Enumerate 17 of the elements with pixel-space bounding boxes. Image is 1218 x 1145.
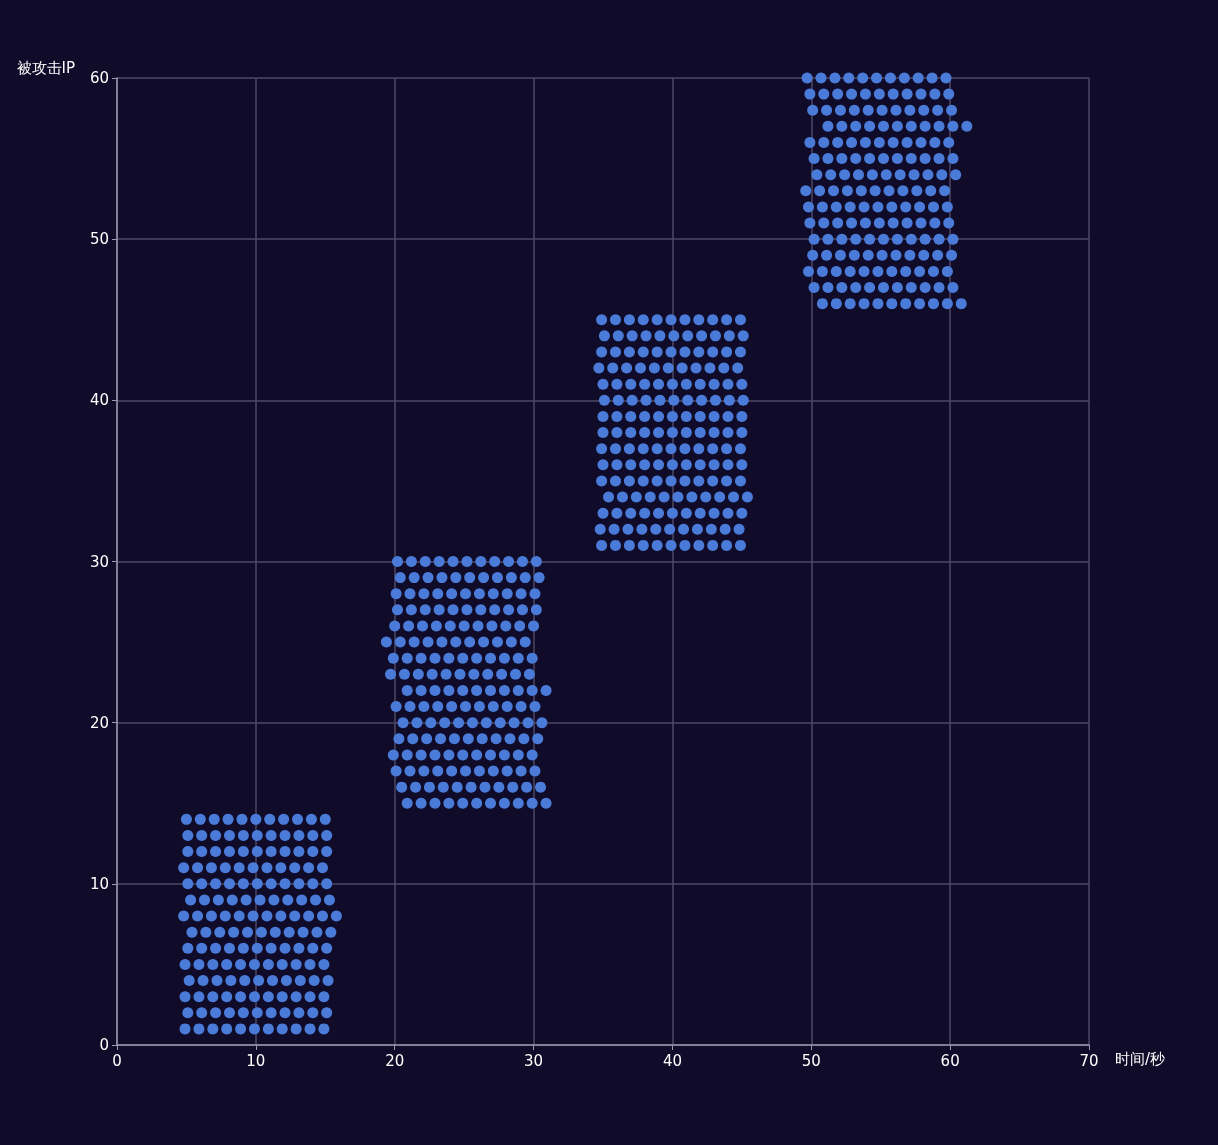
x-tick-label: 30 bbox=[524, 1051, 544, 1070]
y-tick-label: 30 bbox=[89, 552, 109, 571]
y-tick-label: 10 bbox=[89, 874, 109, 893]
x-tick-label: 0 bbox=[112, 1051, 122, 1070]
y-tick-label: 20 bbox=[89, 713, 109, 732]
y-tick-label: 60 bbox=[89, 69, 109, 87]
y-tick-label: 50 bbox=[89, 230, 109, 249]
x-tick-label: 60 bbox=[940, 1051, 960, 1070]
x-tick-label: 70 bbox=[1079, 1051, 1099, 1070]
x-tick-label: 40 bbox=[662, 1051, 682, 1070]
x-tick-label: 20 bbox=[385, 1051, 405, 1070]
x-axis-title: 时间/秒 bbox=[1115, 1049, 1166, 1068]
x-tick-label: 50 bbox=[801, 1051, 821, 1070]
x-tick-label: 10 bbox=[246, 1051, 266, 1070]
y-tick-label: 0 bbox=[99, 1036, 109, 1054]
y-tick-label: 40 bbox=[89, 391, 109, 410]
y-axis-title: 被攻击IP bbox=[16, 59, 75, 77]
